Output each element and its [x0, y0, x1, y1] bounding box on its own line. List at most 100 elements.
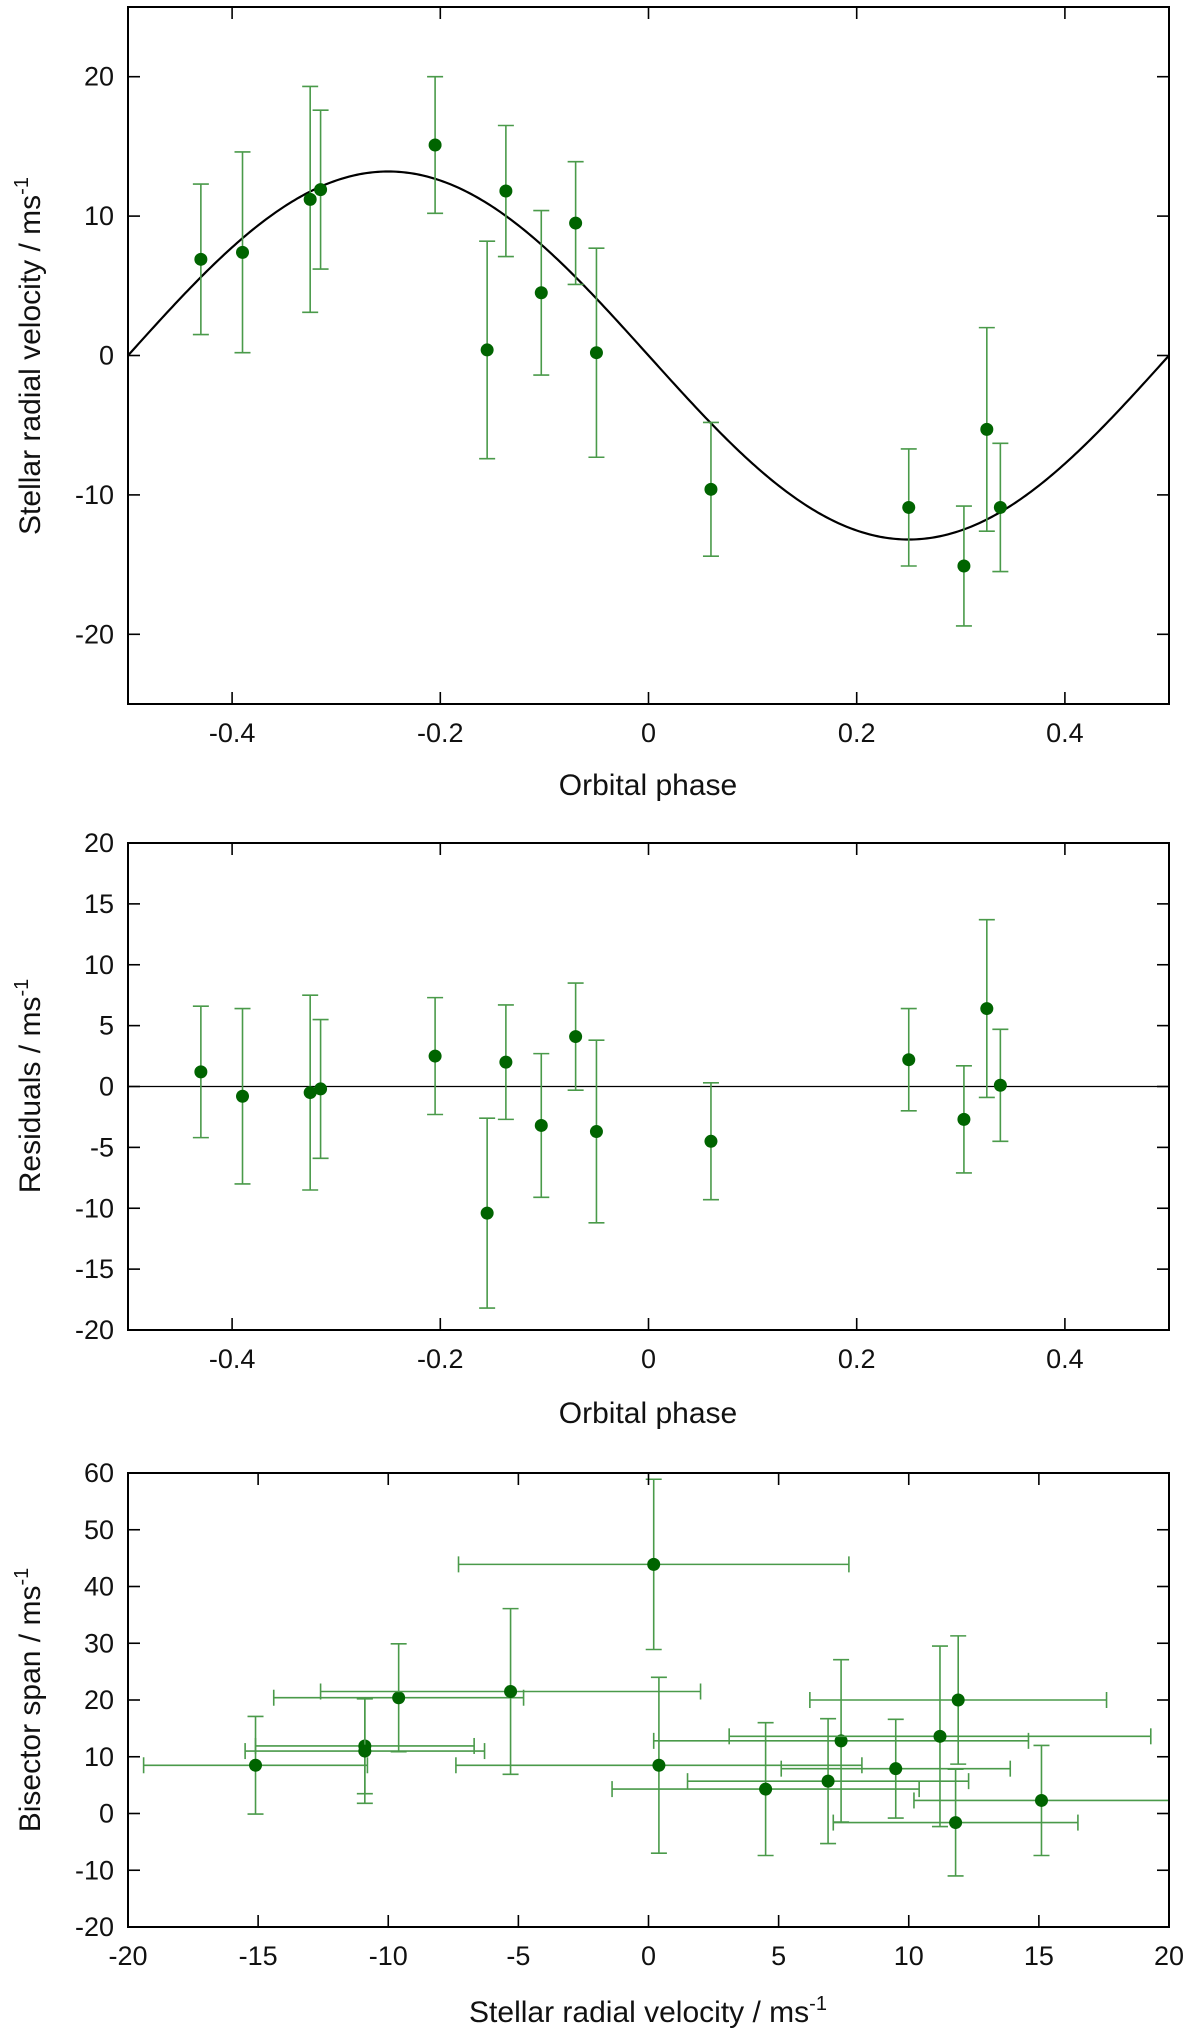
- res-data-point: [569, 1030, 583, 1044]
- res-y-tick-label: 10: [84, 950, 114, 980]
- bis-y-tick-label: 50: [84, 1515, 114, 1545]
- bis-data-point: [1034, 1793, 1048, 1807]
- bis-x-tick-label: 20: [1154, 1941, 1184, 1971]
- rv-y-tick-label: 0: [99, 341, 114, 371]
- res-data-point: [980, 1002, 994, 1016]
- bis-x-tick-label: -5: [506, 1941, 530, 1971]
- rv-y-tick-label: -20: [75, 619, 114, 649]
- rv-x-tick-label: -0.4: [209, 718, 256, 748]
- res-data-point: [314, 1082, 328, 1096]
- res-data-point: [499, 1055, 513, 1069]
- res-x-tick-label: -0.2: [417, 1344, 464, 1374]
- bis-axes: -20 -15 -10 -5 0 5 10 15 20 -20 -10 0 10 20 30 40 50 60: [75, 1458, 1184, 1971]
- res-y-tick-label: 20: [84, 828, 114, 858]
- rv-y-axis-label: Stellar radial velocity / ms-1: [11, 177, 47, 535]
- res-data-point: [957, 1112, 971, 1126]
- res-data-point: [993, 1078, 1007, 1092]
- rv-x-tick-label: 0: [641, 718, 656, 748]
- res-x-axis-label: Orbital phase: [559, 1397, 737, 1430]
- rv-data-point: [957, 559, 971, 573]
- bis-data-point: [821, 1774, 835, 1788]
- rv-x-tick-label: 0.4: [1046, 718, 1084, 748]
- rv-y-axis-label-text: Stellar radial velocity / ms: [14, 195, 47, 535]
- res-y-axis-label-text: Residuals / ms: [14, 997, 47, 1194]
- bis-y-tick-label: 10: [84, 1742, 114, 1772]
- res-data-point: [704, 1134, 718, 1148]
- res-y-tick-label: -5: [90, 1132, 114, 1162]
- res-data-point: [303, 1086, 317, 1100]
- rv-data-point: [993, 500, 1007, 514]
- bis-y-tick-label: 60: [84, 1458, 114, 1488]
- res-y-tick-label: -10: [75, 1193, 114, 1223]
- rv-data-point: [194, 252, 208, 266]
- bis-data-point: [889, 1762, 903, 1776]
- rv-data-point: [704, 482, 718, 496]
- res-data-point: [902, 1053, 916, 1067]
- bis-data-point: [249, 1758, 263, 1772]
- bis-x-tick-label: -20: [108, 1941, 147, 1971]
- rv-x-axis-label: Orbital phase: [559, 769, 737, 802]
- rv-data-point: [236, 245, 250, 259]
- bis-x-axis-label-text: Stellar radial velocity / ms: [469, 1996, 809, 2029]
- rv-data-point: [428, 138, 442, 152]
- rv-panel: -0.4 -0.2 0 0.2 0.4 -20 -10 0 10 20 Orbital phase…: [11, 6, 1170, 802]
- bis-x-tick-label: -10: [369, 1941, 408, 1971]
- bis-x-tick-label: 5: [771, 1941, 786, 1971]
- res-x-tick-label: -0.4: [209, 1344, 256, 1374]
- bis-data-point: [759, 1782, 773, 1796]
- rv-data-point: [902, 500, 916, 514]
- res-data-point: [428, 1049, 442, 1063]
- rv-data-point: [303, 192, 317, 206]
- rv-data-point: [499, 184, 513, 198]
- bis-x-axis-label: Stellar radial velocity / ms-1: [469, 1993, 827, 2029]
- bis-x-tick-label: 15: [1024, 1941, 1054, 1971]
- bis-data-point: [392, 1691, 406, 1705]
- res-data-point: [236, 1089, 250, 1103]
- rv-data-point: [980, 422, 994, 436]
- rv-data-point: [480, 343, 494, 357]
- bis-y-tick-label: 40: [84, 1572, 114, 1602]
- rv-data-layer: [127, 75, 1170, 627]
- bis-data-point: [949, 1816, 963, 1830]
- res-y-tick-label: -20: [75, 1315, 114, 1345]
- res-y-tick-label: -15: [75, 1254, 114, 1284]
- res-x-tick-label: 0: [641, 1344, 656, 1374]
- rv-data-point: [569, 216, 583, 230]
- bis-x-axis-label-sup: -1: [809, 1993, 827, 2015]
- rv-data-point: [589, 346, 603, 360]
- res-data-point: [480, 1206, 494, 1220]
- bis-y-axis-label-text: Bisector span / ms: [14, 1586, 47, 1833]
- res-data-layer: [128, 918, 1169, 1309]
- res-data-point: [194, 1065, 208, 1079]
- rv-y-tick-label: 20: [84, 62, 114, 92]
- res-y-tick-label: 15: [84, 889, 114, 919]
- bis-data-layer: [142, 1478, 1170, 1877]
- bisector-panel: -20 -15 -10 -5 0 5 10 15 20 -20 -10 0 10 20 30 40 50 60 S…: [11, 1458, 1184, 2029]
- rv-x-tick-label: -0.2: [417, 718, 464, 748]
- bis-y-tick-label: -20: [75, 1912, 114, 1942]
- res-x-tick-label: 0.4: [1046, 1344, 1084, 1374]
- rv-axes: -0.4 -0.2 0 0.2 0.4 -20 -10 0 10 20: [75, 7, 1169, 748]
- res-y-axis-label-sup: -1: [11, 979, 33, 997]
- bis-data-point: [358, 1744, 372, 1758]
- bis-data-point: [504, 1684, 518, 1698]
- bis-y-tick-label: -10: [75, 1855, 114, 1885]
- bis-y-tick-label: 20: [84, 1685, 114, 1715]
- rv-data-point: [534, 286, 548, 300]
- res-y-tick-label: 5: [99, 1011, 114, 1041]
- bis-data-point: [834, 1734, 848, 1748]
- bis-y-axis-label: Bisector span / ms-1: [11, 1568, 47, 1833]
- bis-x-tick-label: 0: [641, 1941, 656, 1971]
- bis-x-tick-label: 10: [894, 1941, 924, 1971]
- bis-y-axis-label-sup: -1: [11, 1568, 33, 1586]
- res-data-point: [589, 1125, 603, 1139]
- bis-data-point: [951, 1693, 965, 1707]
- rv-y-tick-label: 10: [84, 201, 114, 231]
- rv-y-tick-label: -10: [75, 480, 114, 510]
- rv-data-point: [314, 183, 328, 197]
- bis-y-tick-label: 0: [99, 1799, 114, 1829]
- bis-data-point: [647, 1557, 661, 1571]
- bis-data-point: [933, 1729, 947, 1743]
- rv-x-tick-label: 0.2: [838, 718, 876, 748]
